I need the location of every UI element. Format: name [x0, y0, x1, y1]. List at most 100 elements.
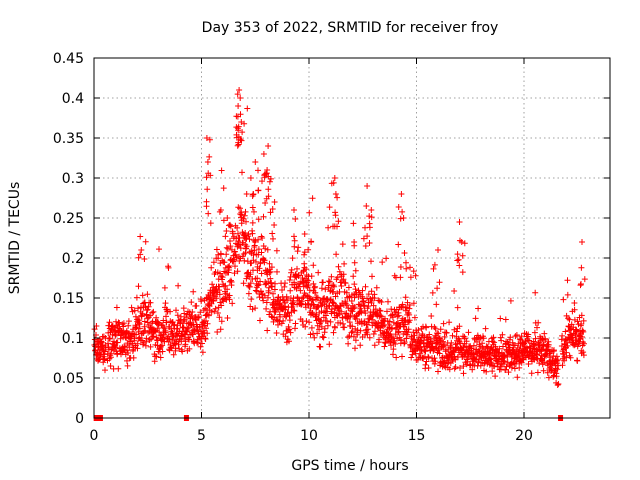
data-point	[224, 315, 231, 321]
data-point	[395, 329, 402, 336]
data-point	[310, 301, 317, 308]
data-point	[308, 324, 315, 331]
data-point	[441, 363, 448, 370]
data-point	[368, 214, 375, 221]
data-point	[225, 264, 231, 270]
data-point	[218, 273, 225, 280]
data-point	[206, 153, 213, 160]
data-point	[499, 331, 506, 338]
data-point	[532, 289, 539, 296]
data-point	[204, 159, 211, 165]
data-point	[295, 244, 302, 251]
data-point	[345, 334, 351, 341]
data-point	[258, 270, 265, 277]
data-point	[383, 255, 390, 262]
data-point	[217, 270, 223, 277]
data-point	[311, 334, 318, 341]
data-point	[505, 369, 512, 376]
data-point	[564, 291, 571, 298]
data-point	[339, 241, 346, 248]
data-point	[242, 230, 249, 236]
data-point	[108, 350, 115, 357]
data-point	[259, 178, 265, 185]
data-point	[227, 238, 233, 244]
data-point	[460, 363, 467, 370]
data-point	[228, 279, 235, 285]
data-point	[167, 308, 174, 315]
data-point	[578, 321, 585, 327]
data-point	[370, 302, 377, 309]
data-point	[369, 316, 376, 323]
data-point	[496, 345, 503, 352]
data-point	[249, 193, 256, 199]
data-point	[219, 274, 226, 281]
data-point	[322, 312, 329, 319]
data-point	[294, 248, 301, 255]
data-point	[519, 355, 526, 362]
data-point	[237, 95, 244, 101]
data-point	[288, 266, 295, 273]
data-point	[260, 297, 267, 304]
data-point	[308, 239, 315, 245]
data-point	[135, 283, 142, 290]
y-tick-label: 0.15	[53, 291, 84, 307]
data-point	[513, 332, 520, 338]
data-point	[436, 279, 443, 286]
data-point	[502, 366, 509, 373]
data-point	[163, 319, 170, 326]
data-point	[470, 342, 477, 349]
data-point	[232, 252, 239, 259]
data-point	[436, 350, 443, 357]
data-point	[321, 325, 328, 332]
data-point	[401, 250, 408, 256]
data-point	[477, 334, 484, 341]
data-point	[241, 120, 248, 127]
data-point	[144, 306, 151, 313]
data-point	[255, 187, 262, 194]
data-point	[555, 381, 562, 387]
data-point	[309, 297, 316, 304]
data-point	[264, 327, 271, 334]
data-point	[265, 193, 272, 200]
data-point	[255, 251, 262, 258]
data-point	[554, 357, 561, 363]
data-point	[563, 349, 570, 356]
data-point	[406, 305, 413, 312]
data-point	[431, 355, 438, 362]
data-point	[175, 282, 182, 289]
data-point	[291, 207, 297, 213]
data-point	[329, 299, 336, 306]
data-point	[282, 306, 289, 313]
data-point	[203, 325, 210, 332]
data-point	[237, 205, 243, 212]
data-point	[133, 324, 140, 331]
data-point	[580, 317, 587, 324]
data-point	[379, 259, 386, 266]
data-point	[412, 272, 419, 279]
data-point	[564, 342, 571, 349]
data-point	[248, 296, 255, 303]
data-point	[243, 218, 249, 225]
data-point	[247, 280, 254, 287]
data-point	[452, 364, 459, 370]
data-point	[252, 159, 259, 165]
data-point	[463, 338, 470, 345]
data-point	[431, 261, 438, 268]
data-point	[268, 264, 275, 271]
data-point	[284, 297, 291, 303]
data-point	[109, 331, 116, 338]
data-point	[204, 186, 211, 193]
data-point	[134, 340, 141, 347]
data-point	[306, 209, 313, 216]
data-point	[180, 318, 187, 325]
data-point	[459, 269, 466, 276]
data-point	[301, 231, 308, 237]
data-point	[350, 305, 357, 312]
data-point	[578, 281, 584, 287]
data-point	[235, 141, 242, 148]
data-point	[431, 360, 438, 367]
data-point	[325, 224, 332, 231]
data-point	[364, 183, 371, 189]
data-point	[162, 329, 169, 336]
data-point	[456, 219, 463, 225]
